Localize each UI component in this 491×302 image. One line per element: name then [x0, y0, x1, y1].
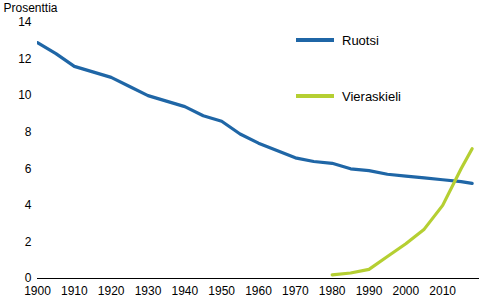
svg-text:1960: 1960: [245, 284, 272, 298]
svg-text:1950: 1950: [208, 284, 235, 298]
svg-text:1990: 1990: [356, 284, 383, 298]
svg-text:4: 4: [25, 198, 32, 212]
html-text:Vieraskieli: Vieraskieli: [342, 88, 401, 104]
svg-text:6: 6: [25, 162, 32, 176]
svg-text:12: 12: [18, 52, 32, 66]
svg-text:1920: 1920: [98, 284, 125, 298]
svg-text:0: 0: [24, 271, 32, 286]
svg-text:1970: 1970: [282, 284, 309, 298]
svg-text:1910: 1910: [61, 284, 88, 298]
svg-text:8: 8: [25, 125, 32, 139]
svg-text:1930: 1930: [135, 284, 162, 298]
svg-text:2: 2: [25, 235, 32, 249]
svg-text:1900: 1900: [24, 284, 51, 298]
svg-text:14: 14: [18, 15, 32, 29]
html-text:Ruotsi: Ruotsi: [342, 32, 379, 48]
svg-text:Prosenttia: Prosenttia: [4, 1, 58, 15]
svg-text:1980: 1980: [319, 284, 346, 298]
svg-text:1940: 1940: [171, 284, 198, 298]
svg-text:10: 10: [18, 88, 32, 102]
svg-text:2010: 2010: [429, 284, 456, 298]
svg-text:2000: 2000: [392, 284, 419, 298]
